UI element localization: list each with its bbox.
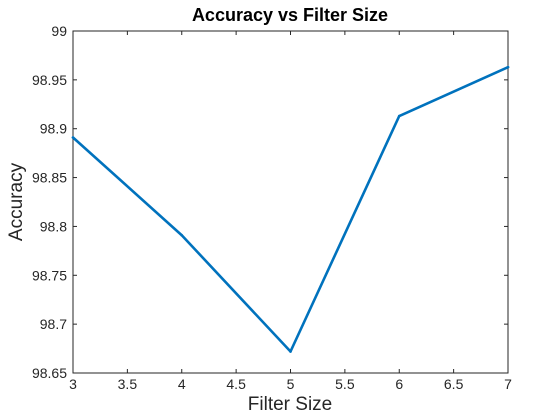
x-tick-label: 3.5	[118, 376, 138, 392]
y-tick-label: 98.75	[32, 267, 67, 283]
x-tick-label: 4	[178, 376, 186, 392]
data-point	[506, 65, 510, 69]
chart-title: Accuracy vs Filter Size	[192, 5, 388, 25]
x-axis: 3 3.5 4 4.5 5 5.5 6 6.5 7	[69, 31, 512, 392]
x-tick-label: 7	[504, 376, 512, 392]
x-tick-label: 3	[69, 376, 77, 392]
y-axis-label: Accuracy	[6, 162, 27, 241]
y-axis: 98.65 98.7 98.75 98.8 98.85 98.9 98.95 99	[32, 23, 508, 381]
y-tick-label: 99	[51, 23, 67, 39]
x-tick-label: 5.5	[335, 376, 355, 392]
data-point	[71, 136, 75, 139]
x-tick-label: 6.5	[444, 376, 464, 392]
y-tick-label: 98.7	[40, 316, 67, 332]
x-tick-label: 4.5	[226, 376, 246, 392]
series-layer	[71, 65, 510, 353]
x-axis-label: Filter Size	[248, 394, 332, 415]
y-tick-label: 98.65	[32, 365, 67, 381]
y-tick-label: 98.9	[40, 121, 67, 137]
data-point	[180, 233, 184, 237]
y-tick-label: 98.85	[32, 170, 67, 186]
data-point	[289, 350, 292, 353]
y-tick-label: 98.8	[40, 218, 67, 234]
x-tick-label: 5	[287, 376, 295, 392]
x-tick-label: 6	[395, 376, 403, 392]
data-point	[397, 114, 401, 118]
y-tick-label: 98.95	[32, 72, 67, 88]
